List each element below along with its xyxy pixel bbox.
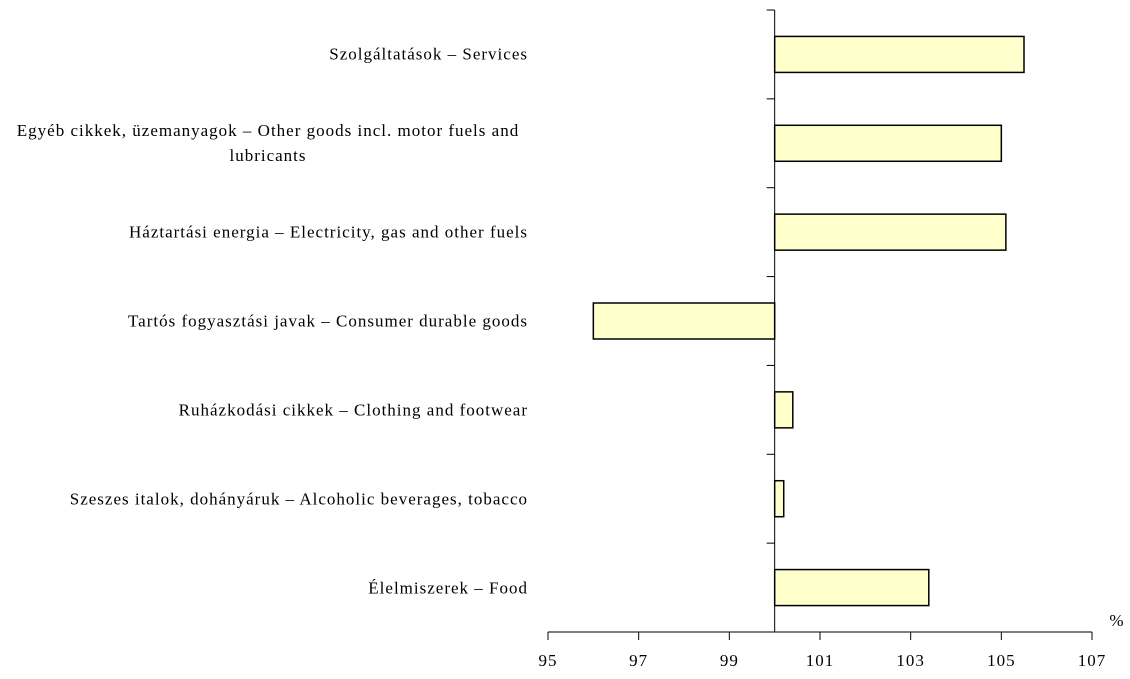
bar: [773, 213, 1007, 251]
x-tick-label: 105: [987, 651, 1016, 670]
x-tick-label: 95: [539, 651, 558, 670]
category-label: Szolgáltatások – Services: [329, 44, 528, 64]
category-label: Egyéb cikkek, üzemanyagok – Other goods …: [16, 121, 520, 166]
x-tick-label: 107: [1078, 651, 1107, 670]
bar: [773, 391, 794, 429]
x-tick-label: 103: [896, 651, 925, 670]
bar: [773, 479, 785, 518]
bar: [773, 124, 1003, 163]
category-label: Ruházkodási cikkek – Clothing and footwe…: [178, 400, 528, 420]
x-tick-label: 101: [806, 651, 835, 670]
category-label: Élelmiszerek – Food: [368, 578, 528, 598]
bar: [592, 302, 776, 340]
x-tick-label: 99: [720, 651, 739, 670]
bar: [773, 568, 930, 607]
bar: [773, 35, 1025, 74]
x-axis-label: %: [1109, 611, 1124, 630]
category-label: Tartós fogyasztási javak – Consumer dura…: [127, 311, 528, 331]
x-tick-label: 97: [629, 651, 648, 670]
category-label: Háztartási energia – Electricity, gas an…: [129, 222, 528, 242]
category-label: Szeszes italok, dohányáruk – Alcoholic b…: [69, 489, 528, 509]
